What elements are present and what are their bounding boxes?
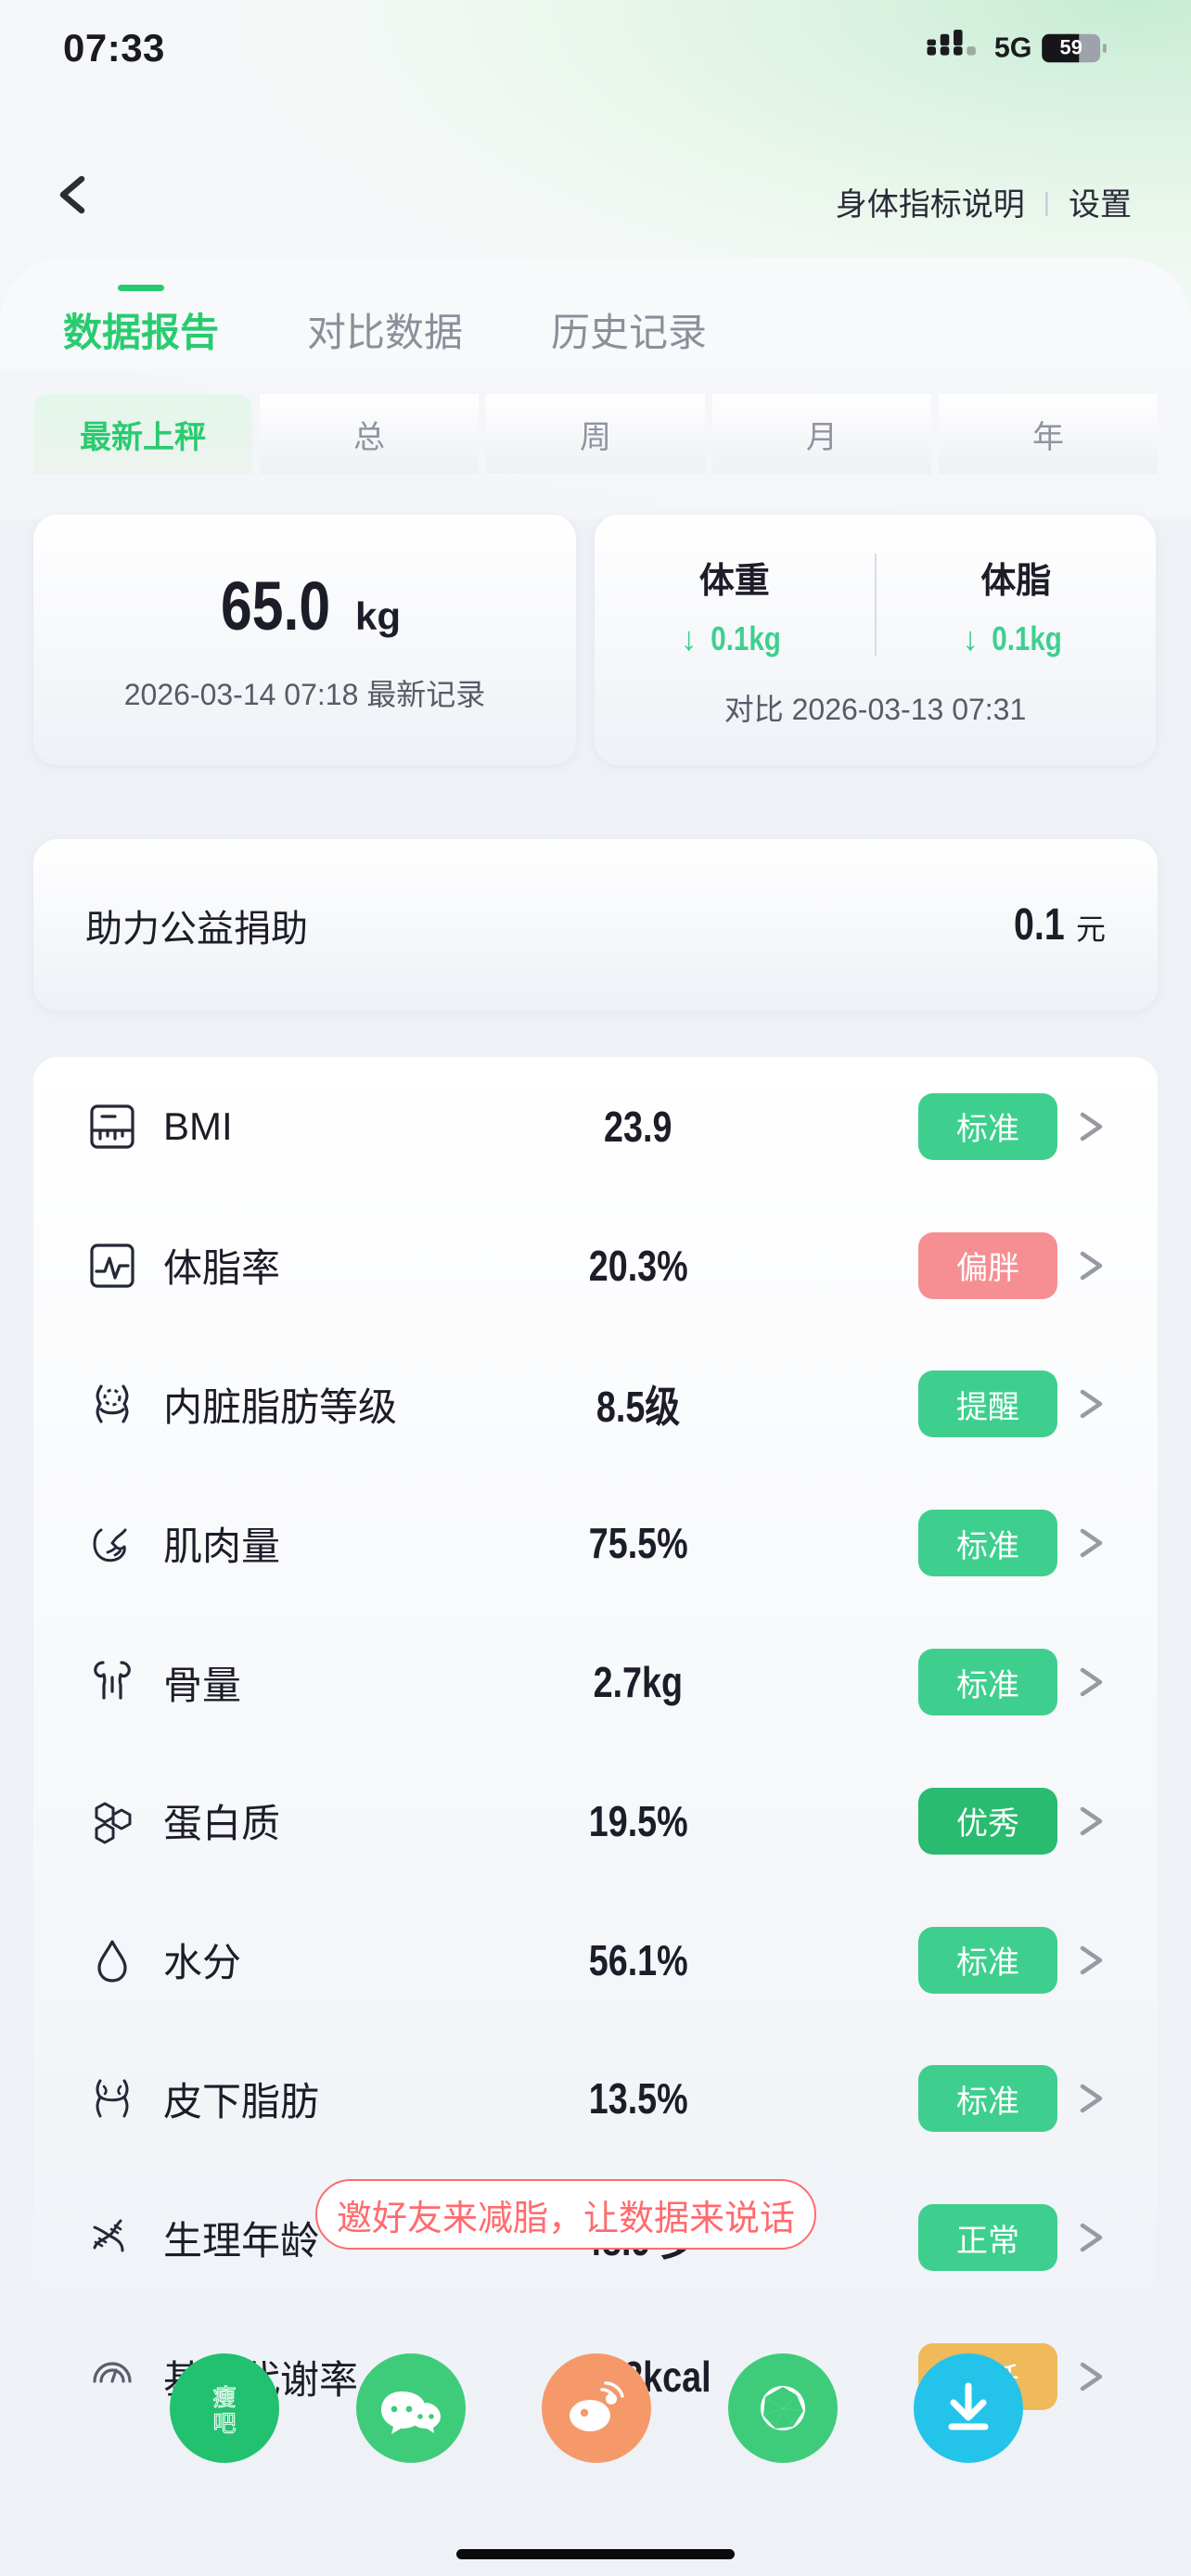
svg-text:吧: 吧 (212, 2411, 236, 2437)
svg-text:59: 59 (1060, 36, 1082, 59)
svg-text:5G: 5G (994, 32, 1032, 64)
svg-text:瘦: 瘦 (212, 2385, 236, 2411)
